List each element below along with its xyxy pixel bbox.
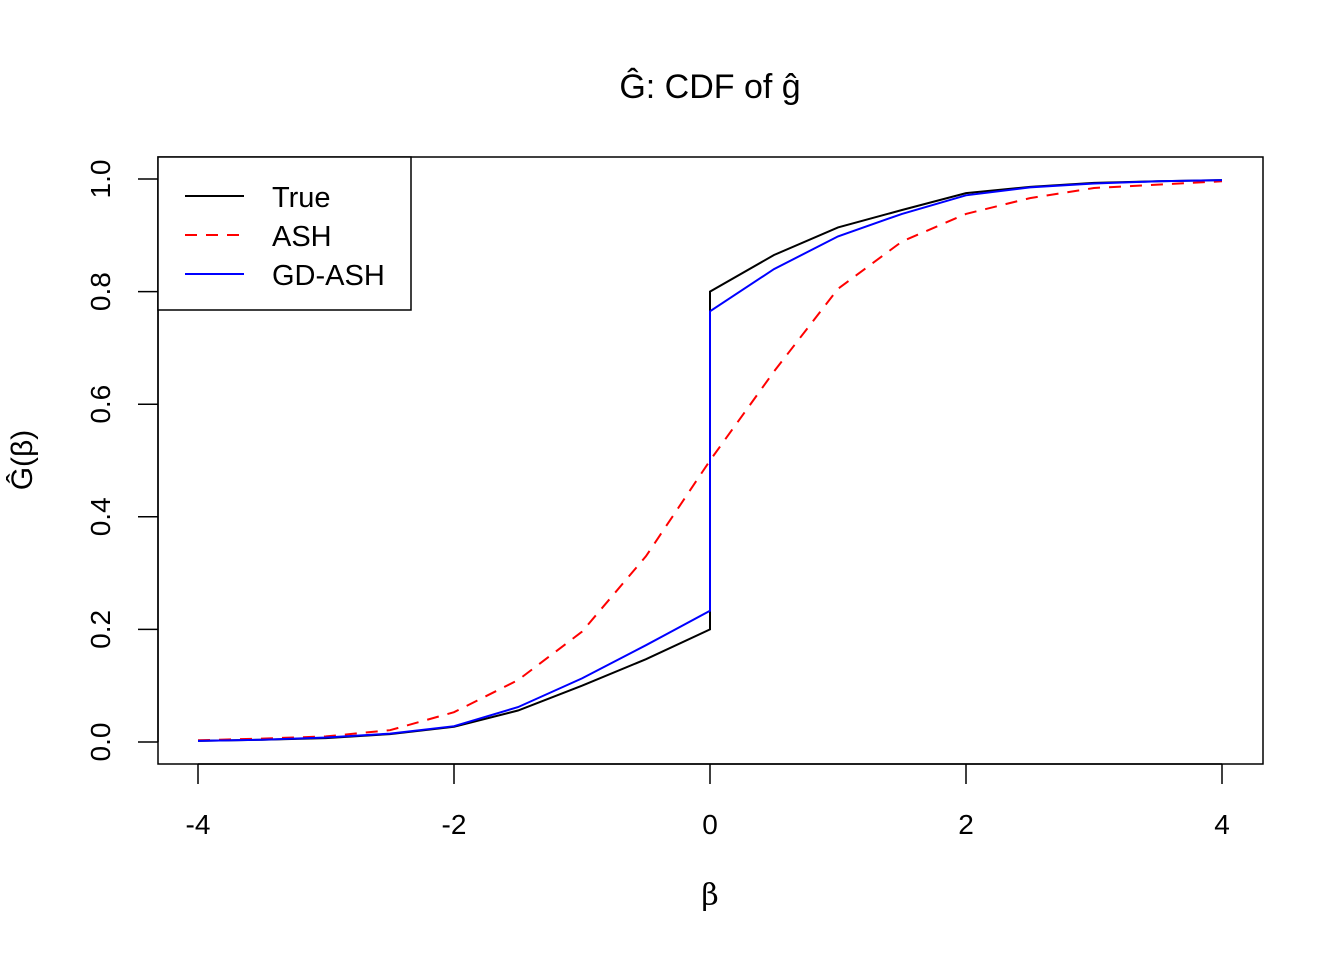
legend-label: ASH — [272, 221, 332, 253]
y-tick-label: 0.8 — [85, 272, 116, 311]
y-tick-label: 0.6 — [85, 385, 116, 424]
x-axis-label: β — [701, 878, 718, 913]
series-layer — [197, 179, 1223, 742]
x-tick-label: 0 — [702, 809, 718, 840]
series-line-gd-ash — [197, 179, 1223, 742]
x-tick-label: 2 — [958, 809, 974, 840]
chart-title: Ĝ: CDF of ĝ — [619, 68, 800, 106]
y-tick-label: 1.0 — [85, 160, 116, 199]
y-tick-label: 0.0 — [85, 723, 116, 762]
legend-label: True — [272, 182, 331, 214]
x-tick-label: 4 — [1214, 809, 1230, 840]
y-axis: 0.0 0.2 0.4 0.6 0.8 1.0 — [85, 160, 159, 762]
x-axis: -4 -2 0 2 4 — [186, 763, 1230, 840]
legend-box — [157, 156, 412, 311]
legend: True ASH GD-ASH — [157, 156, 412, 311]
y-tick-label: 0.4 — [85, 497, 116, 536]
x-tick-label: -4 — [186, 809, 211, 840]
series-line-ash — [197, 180, 1223, 742]
y-tick-label: 0.2 — [85, 610, 116, 649]
legend-label: GD-ASH — [272, 260, 385, 292]
x-tick-label: -2 — [442, 809, 467, 840]
y-axis-label: Ĝ(β) — [5, 430, 39, 491]
